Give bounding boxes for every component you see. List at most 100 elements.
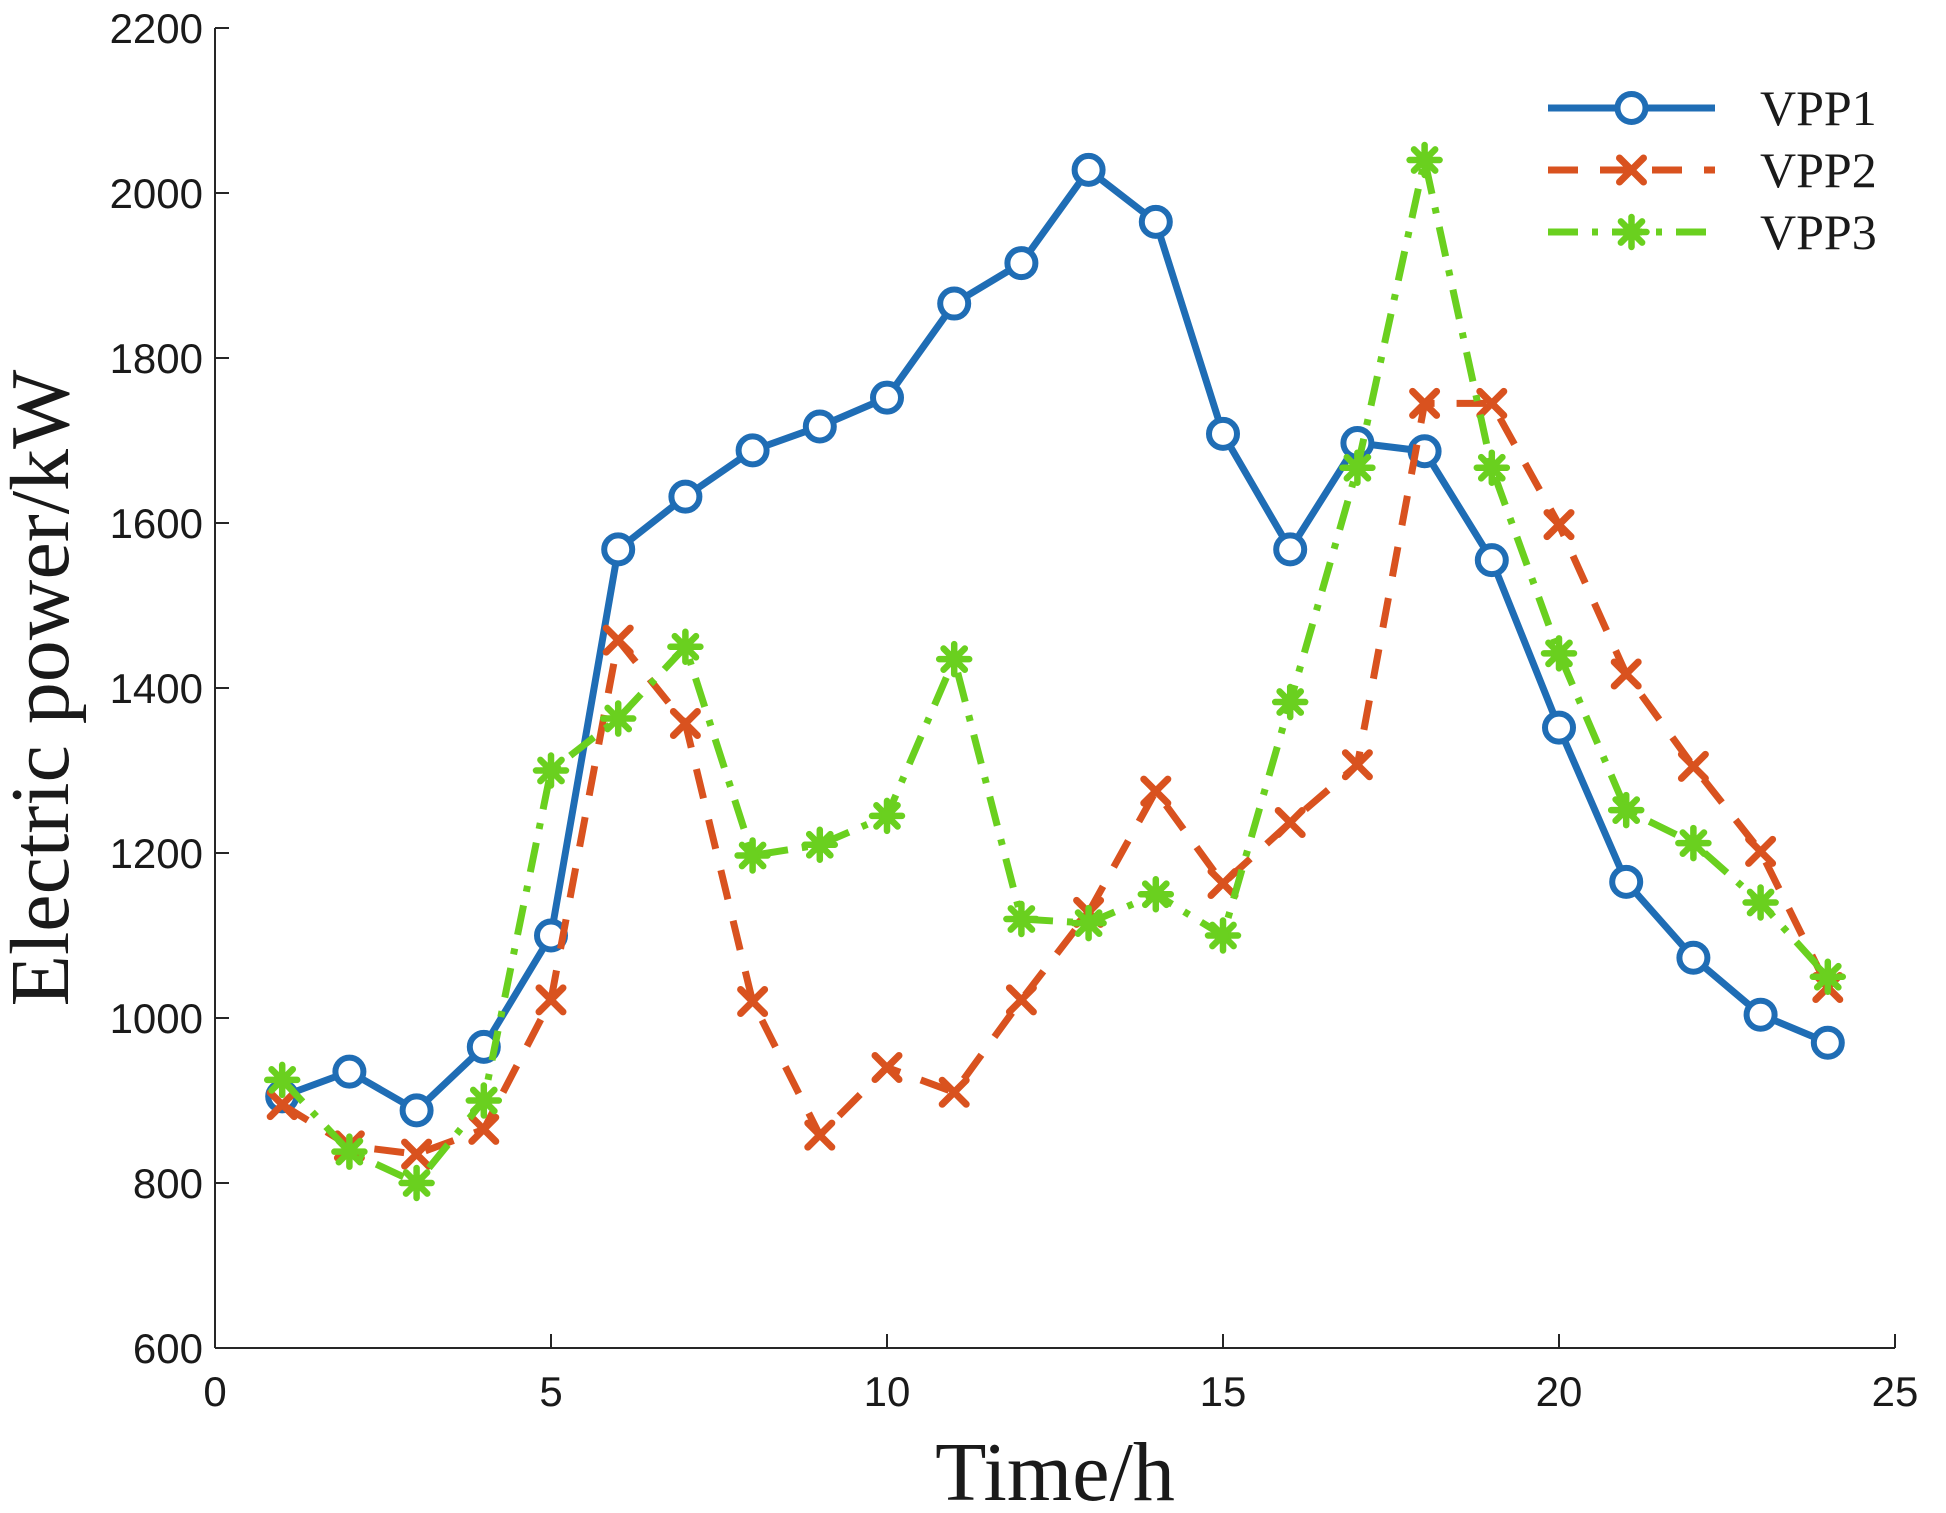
x-tick-label: 20 bbox=[1536, 1368, 1583, 1415]
data-point-vpp3-core bbox=[1485, 461, 1498, 474]
series-vpp1 bbox=[265, 152, 1845, 1128]
series-line-vpp3 bbox=[279, 156, 1831, 1187]
data-point-vpp1 bbox=[1071, 152, 1106, 187]
legend: VPP1 VPP2 VPP3 bbox=[1548, 80, 1877, 260]
y-tick-label: 1800 bbox=[110, 335, 203, 382]
series-line-vpp2 bbox=[280, 399, 1831, 1158]
data-point-vpp2 bbox=[1207, 868, 1239, 900]
x-tick-label: 10 bbox=[864, 1368, 911, 1415]
data-point-vpp1 bbox=[1676, 940, 1711, 975]
data-point-vpp1 bbox=[668, 479, 703, 514]
data-point-vpp2 bbox=[1610, 658, 1642, 690]
data-point-vpp2 bbox=[266, 1089, 298, 1121]
series-layer bbox=[263, 141, 1847, 1202]
legend-marker-vpp2 bbox=[1616, 154, 1647, 186]
data-point-vpp3-core bbox=[1217, 929, 1229, 942]
legend-label-vpp1: VPP1 bbox=[1760, 80, 1877, 136]
data-point-vpp3-core bbox=[1351, 461, 1364, 474]
y-tick-label: 1400 bbox=[110, 665, 203, 712]
data-point-vpp2 bbox=[1409, 387, 1441, 419]
y-tick-label: 1200 bbox=[110, 830, 203, 877]
series-vpp3 bbox=[263, 141, 1847, 1202]
data-point-vpp1 bbox=[870, 380, 904, 415]
y-tick-label: 2000 bbox=[110, 170, 203, 217]
data-point-vpp1 bbox=[1609, 864, 1644, 899]
data-point-vpp1 bbox=[1004, 246, 1039, 281]
data-point-vpp2 bbox=[1005, 984, 1037, 1016]
data-point-vpp1 bbox=[1206, 416, 1240, 451]
y-axis-title: Electric power/kW bbox=[0, 369, 87, 1006]
data-point-vpp2 bbox=[804, 1119, 836, 1151]
data-point-vpp2 bbox=[1476, 387, 1508, 419]
x-tick-label: 25 bbox=[1872, 1368, 1919, 1415]
y-tick-label: 600 bbox=[133, 1325, 203, 1372]
data-point-vpp3-core bbox=[1418, 154, 1431, 166]
data-point-vpp1 bbox=[1474, 543, 1509, 578]
axes: 0 5 10 15 20 25 600 800 1000 1200 1400 1600 1800 2000… bbox=[110, 5, 1919, 1415]
data-point-vpp3-core bbox=[1687, 837, 1700, 850]
data-point-vpp3-core bbox=[679, 640, 692, 653]
data-point-vpp1 bbox=[1542, 710, 1576, 745]
data-point-vpp3-core bbox=[881, 809, 893, 822]
series-line-vpp1 bbox=[280, 166, 1830, 1114]
legend-item-vpp3: VPP3 bbox=[1548, 204, 1877, 260]
data-point-vpp3-core bbox=[276, 1073, 289, 1086]
data-point-vpp3-core bbox=[1553, 647, 1565, 660]
data-point-vpp3-core bbox=[746, 849, 759, 862]
legend-marker-vpp3-core bbox=[1625, 226, 1638, 238]
data-point-vpp1 bbox=[1810, 1025, 1845, 1060]
data-point-vpp2 bbox=[938, 1076, 970, 1108]
y-tick-label: 2200 bbox=[110, 5, 203, 52]
legend-label-vpp2: VPP2 bbox=[1760, 142, 1877, 198]
data-point-vpp2 bbox=[602, 624, 634, 656]
data-point-vpp2 bbox=[1341, 749, 1373, 781]
data-point-vpp3-core bbox=[813, 838, 826, 851]
data-point-vpp3-core bbox=[477, 1094, 490, 1107]
data-point-vpp1 bbox=[1273, 532, 1308, 567]
data-point-vpp3-core bbox=[545, 764, 557, 777]
data-point-vpp1 bbox=[601, 532, 636, 567]
data-point-vpp2 bbox=[1140, 775, 1172, 807]
data-point-vpp2 bbox=[468, 1113, 500, 1145]
legend-label-vpp3: VPP3 bbox=[1760, 204, 1877, 260]
data-point-vpp2 bbox=[737, 986, 769, 1017]
data-point-vpp3-core bbox=[1284, 696, 1297, 709]
data-point-vpp3-core bbox=[1015, 913, 1028, 925]
data-point-vpp2 bbox=[1543, 509, 1575, 541]
data-point-vpp3-core bbox=[1620, 804, 1633, 817]
data-point-vpp2 bbox=[1745, 835, 1777, 867]
data-point-vpp3-core bbox=[343, 1145, 356, 1158]
y-tick-label: 1000 bbox=[110, 995, 203, 1042]
data-point-vpp2 bbox=[1274, 806, 1306, 838]
data-point-vpp3-core bbox=[1149, 888, 1162, 901]
data-point-vpp1 bbox=[802, 409, 837, 444]
x-axis-title: Time/h bbox=[935, 1426, 1175, 1513]
series-vpp2 bbox=[266, 387, 1844, 1170]
data-point-vpp1 bbox=[1743, 997, 1778, 1032]
data-point-vpp1 bbox=[332, 1054, 367, 1089]
data-point-vpp3-core bbox=[410, 1177, 423, 1189]
x-tick-label: 5 bbox=[539, 1368, 562, 1415]
legend-marker-vpp1 bbox=[1614, 91, 1649, 125]
data-point-vpp3-core bbox=[948, 653, 961, 666]
data-point-vpp2 bbox=[871, 1052, 903, 1083]
data-point-vpp3-core bbox=[1082, 917, 1095, 930]
x-tick-label: 0 bbox=[203, 1368, 226, 1415]
data-point-vpp1 bbox=[1138, 204, 1173, 239]
data-point-vpp1 bbox=[399, 1093, 434, 1128]
data-point-vpp2 bbox=[535, 984, 567, 1016]
y-tick-label: 1600 bbox=[110, 500, 203, 547]
data-point-vpp3-core bbox=[1754, 896, 1767, 909]
data-point-vpp1 bbox=[937, 286, 972, 321]
data-point-vpp3-core bbox=[1821, 970, 1834, 983]
data-point-vpp2 bbox=[669, 707, 701, 739]
data-point-vpp2 bbox=[401, 1138, 433, 1170]
y-tick-label: 800 bbox=[133, 1160, 203, 1207]
legend-item-vpp2: VPP2 bbox=[1548, 142, 1877, 198]
data-point-vpp1 bbox=[735, 433, 770, 468]
x-tick-label: 15 bbox=[1200, 1368, 1247, 1415]
data-point-vpp3-core bbox=[612, 712, 625, 725]
data-point-vpp2 bbox=[1677, 750, 1709, 782]
